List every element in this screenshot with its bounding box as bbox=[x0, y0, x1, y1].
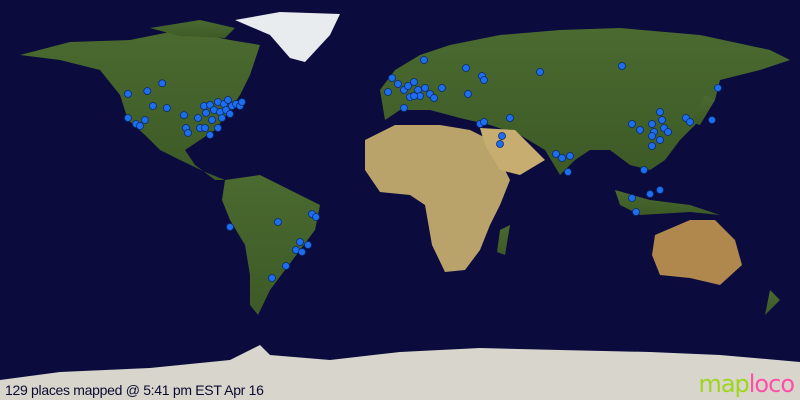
place-marker bbox=[208, 116, 216, 124]
new-zealand bbox=[765, 290, 780, 315]
place-marker bbox=[438, 84, 446, 92]
place-marker bbox=[282, 262, 290, 270]
place-marker bbox=[140, 116, 149, 124]
markers bbox=[124, 56, 722, 282]
place-marker bbox=[421, 84, 429, 92]
place-marker bbox=[462, 64, 470, 72]
place-marker bbox=[618, 62, 626, 70]
japan bbox=[690, 95, 715, 125]
madagascar bbox=[497, 225, 510, 255]
place-marker bbox=[646, 190, 654, 198]
indonesia bbox=[615, 190, 720, 215]
place-marker bbox=[400, 104, 408, 112]
place-marker bbox=[664, 128, 672, 136]
place-marker bbox=[298, 248, 306, 256]
place-marker bbox=[404, 82, 412, 90]
place-marker bbox=[420, 56, 428, 64]
place-marker bbox=[464, 90, 472, 98]
place-marker bbox=[143, 87, 152, 95]
place-marker bbox=[552, 150, 560, 158]
place-marker bbox=[566, 152, 574, 160]
place-marker bbox=[632, 208, 640, 216]
place-marker bbox=[206, 131, 214, 139]
place-marker bbox=[274, 218, 282, 226]
place-marker bbox=[656, 136, 664, 144]
place-marker bbox=[498, 132, 506, 140]
place-marker bbox=[714, 84, 722, 92]
place-marker bbox=[628, 194, 636, 202]
place-marker bbox=[296, 238, 304, 246]
place-marker bbox=[268, 274, 276, 282]
arabia bbox=[480, 128, 545, 175]
place-marker bbox=[384, 88, 392, 96]
place-marker bbox=[224, 96, 232, 104]
place-marker bbox=[506, 114, 514, 122]
place-marker bbox=[564, 168, 572, 176]
place-marker bbox=[558, 154, 566, 162]
place-marker bbox=[388, 74, 396, 82]
place-marker bbox=[496, 140, 504, 148]
place-marker bbox=[430, 94, 438, 102]
greenland bbox=[235, 12, 340, 62]
arctic-islands bbox=[150, 20, 235, 38]
place-marker bbox=[312, 213, 320, 221]
place-marker bbox=[184, 128, 192, 137]
place-marker bbox=[628, 120, 636, 128]
place-marker bbox=[656, 186, 664, 194]
maploco-logo[interactable]: maploco bbox=[698, 370, 795, 398]
place-marker bbox=[480, 118, 488, 126]
place-marker bbox=[636, 126, 644, 134]
place-marker bbox=[480, 76, 488, 84]
south-america bbox=[222, 175, 320, 315]
place-marker bbox=[218, 114, 226, 122]
place-marker bbox=[536, 68, 544, 76]
place-marker bbox=[648, 120, 656, 128]
place-marker bbox=[180, 111, 188, 119]
place-marker bbox=[648, 132, 656, 140]
logo-part-loco: loco bbox=[748, 370, 795, 398]
place-marker bbox=[148, 102, 157, 110]
place-marker bbox=[194, 114, 202, 122]
logo-part-map: map bbox=[698, 370, 749, 398]
place-marker bbox=[226, 110, 234, 118]
place-marker bbox=[658, 116, 666, 124]
place-marker bbox=[410, 78, 418, 86]
place-marker bbox=[158, 79, 167, 88]
antarctica bbox=[0, 345, 800, 400]
place-marker bbox=[124, 114, 132, 122]
place-marker bbox=[686, 118, 694, 126]
place-marker bbox=[410, 92, 418, 100]
continents bbox=[0, 12, 800, 400]
north-america bbox=[20, 30, 260, 180]
place-marker bbox=[238, 98, 246, 106]
place-marker bbox=[648, 142, 656, 150]
place-marker bbox=[124, 90, 132, 98]
place-marker bbox=[708, 116, 716, 124]
place-marker bbox=[656, 108, 664, 116]
place-marker bbox=[136, 122, 144, 130]
place-marker bbox=[226, 223, 234, 231]
place-marker bbox=[640, 166, 648, 174]
place-marker bbox=[202, 109, 210, 117]
place-marker bbox=[206, 101, 214, 109]
place-marker bbox=[162, 104, 171, 112]
place-marker bbox=[201, 124, 209, 132]
place-marker bbox=[304, 241, 312, 249]
places-mapped-caption: 129 places mapped @ 5:41 pm EST Apr 16 bbox=[5, 382, 264, 398]
place-marker bbox=[214, 124, 222, 132]
africa bbox=[365, 125, 510, 272]
australia bbox=[652, 220, 742, 285]
place-marker bbox=[394, 80, 402, 88]
europe-asia bbox=[380, 28, 790, 175]
